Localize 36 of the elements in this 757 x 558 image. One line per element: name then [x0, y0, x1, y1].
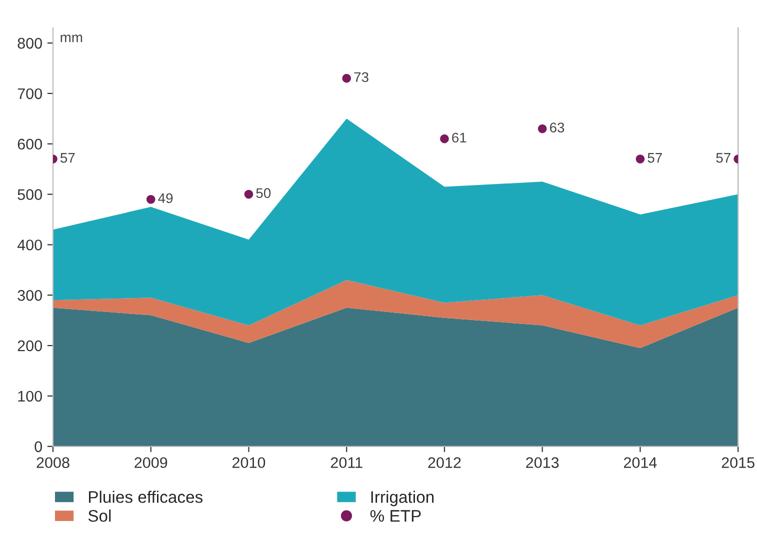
x-tick-label: 2014 [624, 457, 657, 468]
y-tick-label: 600 [18, 138, 42, 150]
data-label: 50 [256, 188, 271, 198]
x-tick-label: 2012 [428, 457, 461, 468]
y-tick-label: 300 [18, 290, 42, 301]
y-tick-label: 0 [34, 441, 42, 452]
y-tick-label: 800 [18, 38, 42, 49]
y-tick-label: 500 [18, 189, 42, 200]
data-label: 57 [60, 153, 75, 163]
point [538, 124, 547, 134]
y-axis-title: mm [60, 34, 82, 42]
x-tick-label: 2013 [526, 457, 559, 468]
legend-label: Pluies efficaces [88, 490, 203, 503]
x-tick-label: 2010 [232, 457, 266, 468]
data-label: 49 [158, 193, 173, 204]
point [636, 154, 645, 164]
legend-label: Sol [88, 510, 111, 522]
x-tick-label: 2015 [722, 457, 754, 468]
legend-label: Irrigation [371, 490, 434, 506]
data-label: 63 [550, 122, 564, 132]
x-tick-label: 2008 [36, 457, 70, 468]
data-label: 73 [354, 72, 368, 82]
y-tick-label: 100 [18, 390, 42, 402]
y-tick-label: 400 [17, 240, 42, 250]
x-tick-label: 2011 [330, 457, 362, 468]
y-tick-label: 200 [18, 340, 42, 352]
y-tick-label: 700 [18, 88, 42, 100]
data-label: 57 [716, 153, 730, 163]
point [244, 190, 254, 199]
x-tick-label: 2009 [134, 457, 168, 468]
data-label: 57 [648, 153, 662, 163]
point [440, 134, 449, 144]
legend-label: % ETP [370, 510, 421, 522]
point [342, 74, 351, 83]
point [146, 194, 156, 204]
data-label: 61 [452, 132, 466, 143]
